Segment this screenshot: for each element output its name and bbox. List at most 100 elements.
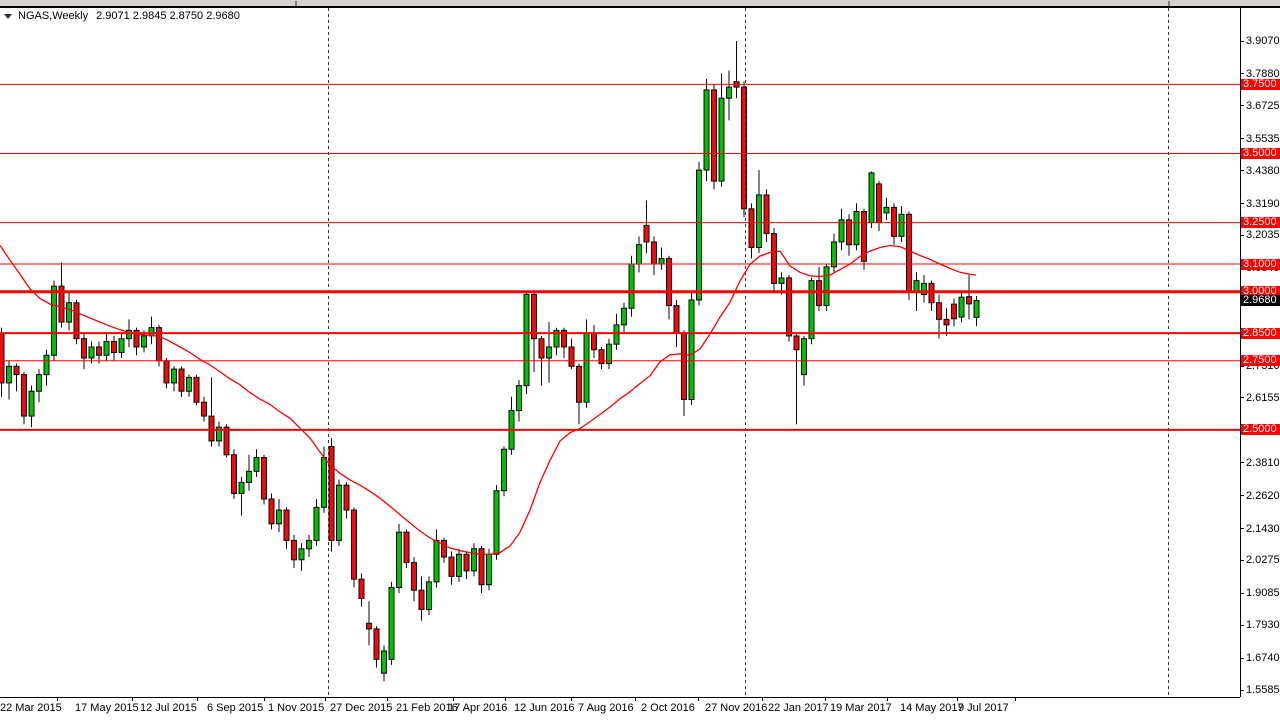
- candle-bull: [808, 280, 815, 340]
- candle-bull: [148, 327, 155, 337]
- candle-bull: [253, 457, 260, 472]
- scroll-thumb-mark-right: [1168, 1, 1170, 6]
- top-scroll-strip[interactable]: [0, 0, 1280, 7]
- date-tick-label: 12 Jun 2016: [514, 702, 575, 714]
- candle-bear: [163, 360, 170, 384]
- price-tick-mark: [1240, 73, 1244, 75]
- price-tick-mark: [1240, 203, 1244, 205]
- candle-bear: [223, 426, 230, 456]
- candle-bear: [96, 346, 102, 356]
- date-tick-label: 14 May 2017: [900, 702, 964, 714]
- candle-bear: [943, 318, 950, 326]
- price-tick-label: 1.7930: [1246, 619, 1280, 632]
- candle-bear: [891, 206, 897, 237]
- level-price-badge: 2.5000: [1241, 424, 1280, 436]
- date-tick-mark: [132, 697, 133, 701]
- candle-bull: [216, 426, 222, 442]
- candle-bull: [118, 338, 125, 354]
- date-tick-label: 9 Jul 2017: [958, 702, 1009, 714]
- candle-bull: [471, 548, 477, 572]
- candle-bull: [853, 211, 860, 246]
- date-tick-mark: [635, 697, 636, 701]
- price-tick-label: 3.4380: [1246, 164, 1280, 177]
- date-tick-mark: [387, 697, 388, 701]
- date-tick-label: 22 Mar 2015: [0, 702, 62, 714]
- date-tick-mark: [505, 697, 506, 701]
- candle-bear: [598, 349, 605, 365]
- date-tick-label: 27 Dec 2015: [330, 702, 393, 714]
- price-tick-label: 3.9070: [1246, 35, 1280, 47]
- candle-bull: [523, 293, 530, 387]
- candle-bear: [561, 329, 567, 348]
- price-axis[interactable]: 3.9070 3.7880 3.6725 3.5535 3.4380 3.3190 3.20…: [1240, 0, 1280, 721]
- candle-bear: [328, 445, 335, 541]
- candle-bear: [478, 548, 485, 586]
- date-tick-label: 27 Nov 2016: [705, 702, 768, 714]
- candle-bear: [13, 365, 20, 376]
- date-tick-label: 2 Oct 2016: [641, 702, 695, 714]
- candle-bull: [381, 650, 387, 674]
- candle-bear: [463, 553, 470, 572]
- candle-bear: [741, 86, 747, 210]
- date-tick-mark: [197, 697, 198, 701]
- date-tick-label: 12 Jul 2015: [140, 702, 197, 714]
- date-tick-mark: [1015, 697, 1016, 701]
- date-tick-label: 19 Mar 2017: [830, 702, 892, 714]
- date-axis[interactable]: 22 Mar 2015 17 May 2015 12 Jul 2015 6 Sep 2…: [0, 697, 1280, 721]
- candle-bull: [778, 277, 785, 284]
- candle-bull: [553, 329, 560, 348]
- candle-bear: [208, 415, 215, 442]
- candle-bear: [666, 258, 672, 307]
- candle-bear: [21, 374, 27, 417]
- candle-bull: [636, 244, 642, 265]
- date-tick-mark: [762, 697, 763, 701]
- candle-bear: [351, 509, 357, 580]
- candle-bull: [831, 241, 837, 268]
- price-tick-label: 1.6740: [1246, 652, 1280, 665]
- candle-bull: [6, 365, 12, 384]
- price-tick-label: 1.5585: [1246, 684, 1280, 697]
- price-tick-label: 3.5535: [1246, 132, 1280, 145]
- date-tick-mark: [825, 697, 826, 701]
- candle-bear: [651, 241, 657, 265]
- price-tick-mark: [1240, 40, 1244, 42]
- date-tick-mark: [264, 697, 265, 701]
- candle-bear: [591, 332, 597, 351]
- price-tick-mark: [1240, 559, 1244, 561]
- level-price-badge: 3.0000: [1241, 286, 1280, 298]
- candle-bull: [141, 335, 147, 348]
- candle-bull: [246, 470, 252, 483]
- candle-bear: [681, 332, 687, 400]
- price-tick-label: 1.9085: [1246, 587, 1280, 600]
- price-tick-label: 2.2620: [1246, 489, 1280, 502]
- level-price-badge: 2.8500: [1241, 327, 1280, 339]
- candle-bear: [711, 89, 717, 182]
- price-tick-label: 2.0275: [1246, 554, 1280, 567]
- dropdown-triangle-icon[interactable]: [4, 14, 12, 19]
- price-tick-mark: [1240, 495, 1244, 497]
- title-ohlc-values: 2.9071 2.9845 2.8750 2.9680: [96, 10, 240, 22]
- candle-bear: [673, 305, 680, 334]
- date-tick-label: 7 Aug 2016: [578, 702, 634, 714]
- candle-bear: [793, 335, 800, 351]
- scroll-thumb-mark-left: [295, 1, 297, 6]
- candle-bull: [321, 457, 327, 508]
- candle-bull: [28, 390, 35, 417]
- candle-bull: [823, 266, 830, 307]
- candle-bear: [876, 183, 882, 224]
- level-price-badge: 2.7500: [1241, 355, 1280, 367]
- candle-bear: [846, 219, 852, 246]
- candle-bear: [0, 332, 5, 384]
- price-tick-label: 3.7880: [1246, 67, 1280, 80]
- candle-bear: [418, 589, 425, 611]
- price-tick-label: 3.2035: [1246, 229, 1280, 242]
- candle-bear: [441, 539, 447, 558]
- candle-bear: [531, 293, 537, 340]
- candle-bull: [238, 481, 245, 494]
- candle-bull: [456, 553, 462, 577]
- candle-bull: [628, 263, 635, 309]
- candle-bull: [433, 539, 440, 583]
- candle-bull: [756, 194, 762, 248]
- candle-bear: [861, 211, 867, 262]
